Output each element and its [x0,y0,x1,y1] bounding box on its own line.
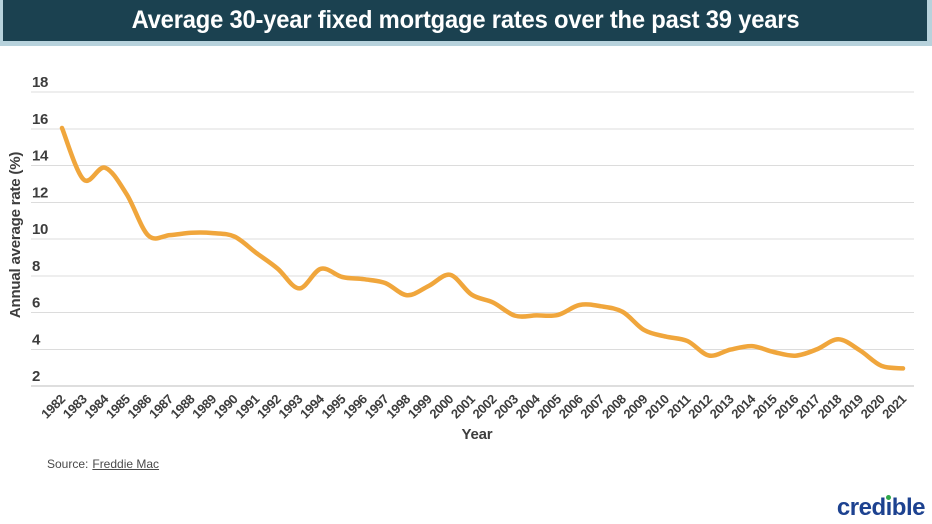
y-tick-label: 8 [32,258,40,275]
x-tick-label: 1983 [60,391,90,421]
x-tick-label: 2006 [556,391,586,421]
x-tick-label: 2003 [491,391,521,421]
source-link[interactable]: Freddie Mac [92,457,160,471]
y-axis-title: Annual average rate (%) [7,152,24,318]
x-tick-label: 2007 [577,391,607,421]
x-tick-label: 2001 [448,391,478,421]
x-tick-label: 2005 [534,391,564,421]
y-tick-label: 10 [32,221,48,238]
x-tick-label: 1994 [297,391,328,422]
x-tick-label: 1998 [383,391,413,421]
x-tick-label: 2021 [879,391,909,421]
x-axis-title: Year [462,426,493,443]
x-tick-label: 2015 [750,391,780,421]
x-tick-label: 2013 [707,391,737,421]
x-tick-label: 1987 [146,391,176,421]
x-tick-label: 1996 [340,391,370,421]
x-tick-label: 2002 [469,391,499,421]
x-tick-label: 1993 [275,391,305,421]
x-tick-label: 1986 [124,391,154,421]
credible-logo: credı ble [836,494,925,521]
logo-letter: l [905,494,913,521]
source-note: Source: Freddie Mac [47,457,159,471]
x-tick-label: 2000 [426,391,456,421]
logo-letter: r [849,494,859,521]
x-tick-label: 1991 [232,391,262,421]
logo-letter-i: ı [885,494,892,521]
logo-letter: d [871,494,886,521]
y-tick-label: 12 [32,184,48,201]
x-tick-label: 1999 [405,391,435,421]
x-tick-label: 1988 [168,391,198,421]
x-tick-label: 2012 [685,391,715,421]
y-tick-label: 16 [32,111,48,128]
chart-title: Average 30-year fixed mortgage rates ove… [131,6,799,34]
logo-letter: b [891,494,907,521]
x-tick-label: 2016 [771,391,801,421]
x-tick-label: 1997 [362,391,392,421]
y-tick-label: 14 [32,148,49,165]
x-tick-label: 2008 [599,391,629,421]
x-tick-label: 1995 [319,391,349,421]
x-tick-label: 2019 [836,391,866,421]
x-tick-label: 1990 [211,391,241,421]
y-tick-label: 6 [32,295,40,312]
x-tick-label: 2020 [858,391,888,421]
logo-letter: e [912,494,925,521]
rate-line [59,125,906,371]
title-banner-inner: Average 30-year fixed mortgage rates ove… [3,0,927,41]
x-tick-label: 2010 [642,391,672,421]
x-tick-label: 2011 [664,391,694,421]
x-tick-label: 1982 [38,391,68,421]
logo-letter: c [836,494,850,521]
logo-i-dot [886,494,892,500]
x-tick-label: 1992 [254,391,284,421]
y-tick-label: 2 [32,368,40,385]
y-tick-label: 18 [32,74,48,91]
x-tick-label: 1984 [81,391,112,422]
x-tick-label: 2014 [728,391,759,422]
x-tick-label: 2017 [793,391,823,421]
x-tick-label: 1985 [103,391,133,421]
title-banner: Average 30-year fixed mortgage rates ove… [0,0,932,46]
source-label: Source: [47,457,89,471]
x-tick-label: 2009 [620,391,650,421]
y-tick-label: 4 [32,331,41,348]
logo-letter: e [858,494,872,521]
x-tick-label: 2004 [513,391,544,422]
x-tick-label: 2018 [814,391,844,421]
x-tick-label: 1989 [189,391,219,421]
